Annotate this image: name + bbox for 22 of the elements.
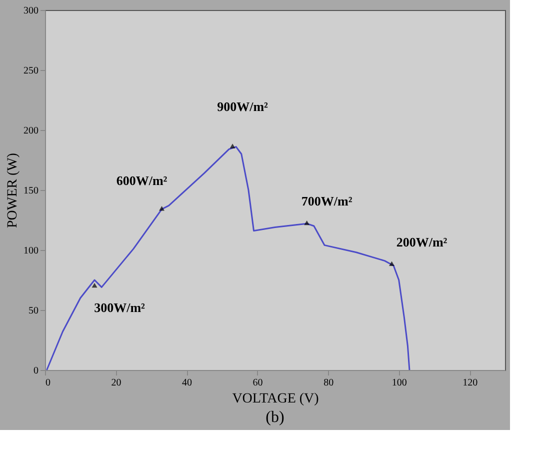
- x-tick-label: 80: [324, 378, 334, 388]
- annotation: 900W/m²: [217, 98, 268, 114]
- y-axis-title: POWER (W): [6, 152, 20, 228]
- text: (b): [266, 409, 284, 426]
- y-tick-label: 0: [34, 366, 38, 376]
- x-tick-label: 0: [46, 378, 50, 388]
- x-tick-label: 120: [462, 378, 478, 388]
- annotation: 300W/m²: [94, 300, 146, 315]
- y-tick-label: 200: [24, 126, 38, 136]
- x-tick-label: 100: [392, 378, 407, 388]
- x-axis-title: VOLTAGE (V): [232, 392, 320, 406]
- y-tick-label: 100: [24, 246, 38, 256]
- annotation: 700W/m²: [301, 194, 352, 209]
- y-tick-label: 50: [28, 306, 38, 316]
- y-tick-label: 250: [24, 66, 38, 76]
- annotation: 200W/m²: [396, 234, 448, 250]
- y-tick-label: 300: [24, 6, 38, 16]
- x-tick-label: 40: [182, 378, 192, 388]
- x-tick-label: 60: [252, 378, 263, 388]
- y-tick-label: 150: [24, 186, 38, 196]
- annotation: 600W/m²: [116, 173, 168, 188]
- x-tick-label: 20: [111, 378, 122, 388]
